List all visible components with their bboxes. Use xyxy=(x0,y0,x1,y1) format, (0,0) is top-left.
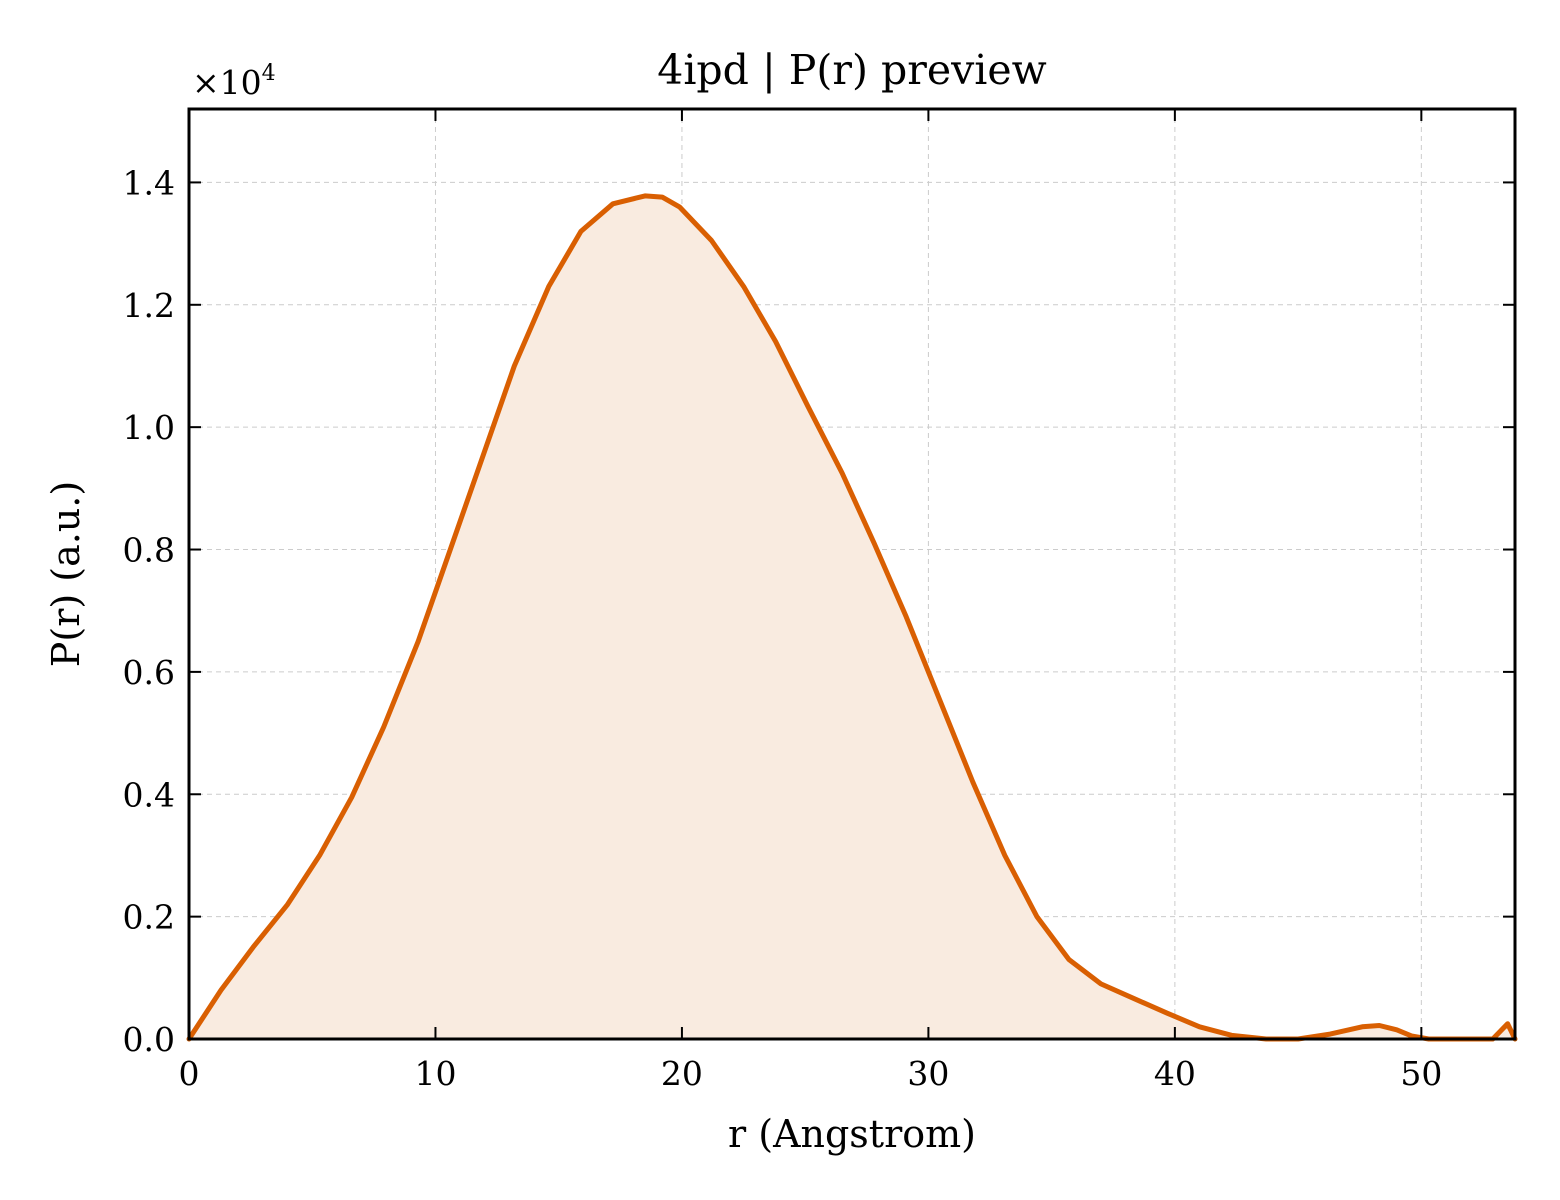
pr-data-point xyxy=(711,240,712,241)
x-tick-label: 30 xyxy=(907,1054,949,1093)
pr-data-point xyxy=(612,203,613,204)
pr-data-point xyxy=(1135,999,1136,1000)
y-tick-label: 0.2 xyxy=(123,898,175,937)
pr-curve xyxy=(186,193,1518,1042)
pr-data-point xyxy=(938,696,939,697)
pr-data-point xyxy=(1231,1035,1232,1036)
pr-data-point xyxy=(1068,959,1069,960)
plot-frame xyxy=(187,107,1517,1041)
pr-data-point xyxy=(775,341,776,342)
tick-layer: 0 10 20 30 40 50 0.0 0.2 0.4 0.6 0.8 1.0 1.2 1.4 xyxy=(123,109,1515,1093)
y-offset-exponent: 4 xyxy=(262,61,276,86)
pr-data-point xyxy=(1167,1013,1168,1014)
y-tick-label: 1.4 xyxy=(123,163,175,202)
y-tick-label: 1.2 xyxy=(123,286,175,325)
y-tick-label: 0.0 xyxy=(123,1020,175,1059)
pr-data-point xyxy=(253,947,254,948)
y-tick-label: 1.0 xyxy=(123,408,175,447)
y-tick-label: 0.4 xyxy=(123,775,175,814)
pr-data-point xyxy=(1411,1035,1412,1036)
y-tick-label: 0.8 xyxy=(123,531,175,570)
pr-data-point xyxy=(906,616,907,617)
pr-data-point xyxy=(645,195,646,196)
pr-area-fill xyxy=(189,195,1515,1039)
pr-data-point xyxy=(1100,983,1101,984)
x-tick-label: 40 xyxy=(1154,1054,1196,1093)
pr-data-point xyxy=(874,543,875,544)
pr-data-point xyxy=(351,797,352,798)
y-axis-label: P(r) (a.u.) xyxy=(44,481,88,667)
pr-data-point xyxy=(580,231,581,232)
y-offset-label: ×104 xyxy=(192,61,276,102)
chart-title: 4ipd | P(r) preview xyxy=(657,46,1047,94)
x-tick-label: 0 xyxy=(179,1054,200,1093)
pr-data-point xyxy=(1199,1026,1200,1027)
pr-data-point xyxy=(1004,855,1005,856)
pr-data-point xyxy=(514,366,515,367)
pr-data-point xyxy=(743,286,744,287)
pr-data-point xyxy=(972,782,973,783)
x-tick-label: 20 xyxy=(661,1054,703,1093)
y-tick-label: 0.6 xyxy=(123,653,175,692)
data-layer xyxy=(186,193,1518,1042)
pr-data-point xyxy=(1507,1023,1508,1024)
pr-data-point xyxy=(1036,916,1037,917)
pr-data-point xyxy=(1330,1034,1331,1035)
pr-data-point xyxy=(1379,1025,1380,1026)
pr-data-point xyxy=(1362,1026,1363,1027)
x-tick-label: 10 xyxy=(414,1054,456,1093)
x-tick-label: 50 xyxy=(1400,1054,1442,1093)
pr-data-point xyxy=(1396,1029,1397,1030)
pr-data-point xyxy=(383,727,384,728)
pr-data-point xyxy=(319,855,320,856)
pr-data-point xyxy=(679,206,680,207)
pr-data-point xyxy=(548,286,549,287)
x-axis-label: r (Angstrom) xyxy=(728,1112,976,1156)
pr-data-point xyxy=(418,641,419,642)
pr-data-point xyxy=(287,904,288,905)
pr-data-point xyxy=(842,473,843,474)
pr-data-point xyxy=(807,405,808,406)
y-offset-base: ×10 xyxy=(192,63,262,102)
pr-data-point xyxy=(482,457,483,458)
pr-data-point xyxy=(221,990,222,991)
pr-data-point xyxy=(662,197,663,198)
pr-data-point xyxy=(450,549,451,550)
